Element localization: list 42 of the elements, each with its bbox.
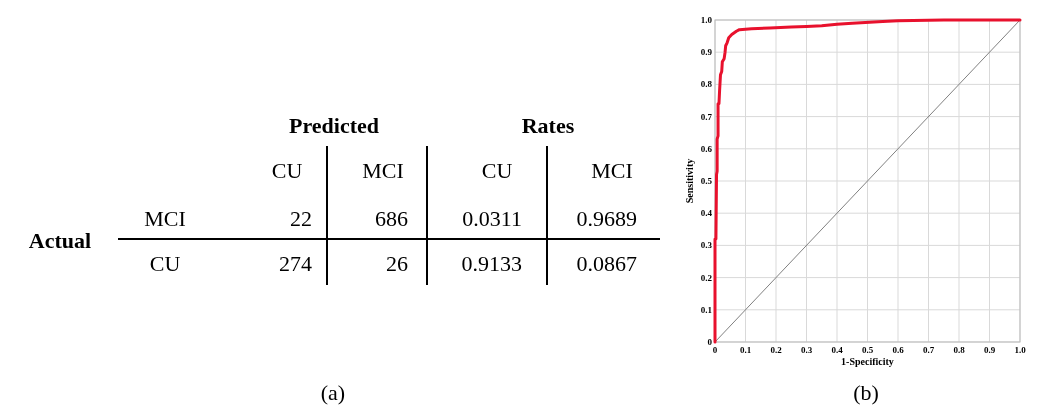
x-axis-title: 1-Specificity (841, 356, 894, 367)
text: 0.0311 (462, 206, 522, 231)
text: 22 (290, 206, 312, 231)
x-tick-label: 0.9 (983, 345, 996, 355)
y-tick-label: 0.4 (700, 208, 713, 219)
category-label: CU (149, 251, 181, 276)
y-tick-label: 0.7 (700, 111, 713, 122)
text: 0.9133 (461, 251, 522, 276)
y-tick-label: 0.1 (700, 304, 713, 315)
category-label: CU (271, 158, 303, 183)
x-tick-label: 1.0 (1014, 345, 1027, 355)
y-tick-label: 0.6 (700, 143, 713, 154)
category-label: MCI (362, 158, 404, 183)
y-tick-label: 0.2 (700, 272, 713, 283)
x-tick-label: 0.2 (770, 345, 783, 355)
y-tick-label: 0.9 (700, 47, 713, 58)
text: 0.0867 (576, 251, 637, 276)
text: 0.9689 (576, 206, 637, 231)
x-tick-label: 0.8 (953, 345, 966, 355)
x-tick-label: 0.7 (922, 345, 935, 355)
category-label: MCI (144, 206, 186, 231)
x-tick-label: 0.4 (831, 345, 844, 355)
y-tick-label: 1.0 (700, 15, 713, 25)
y-tick-label: 0.5 (700, 176, 713, 186)
text: Predicted (288, 113, 380, 138)
category-label: CU (481, 158, 513, 183)
y-axis-title: Sensitivity (684, 158, 695, 204)
text: (a) (320, 380, 346, 405)
y-tick-label: 0 (707, 337, 713, 347)
text: 26 (386, 251, 408, 276)
text: Actual (28, 228, 92, 253)
text: (b) (853, 380, 879, 405)
category-label: MCI (591, 158, 633, 183)
y-tick-label: 0.8 (700, 79, 713, 90)
x-tick-label: 0.3 (800, 345, 813, 355)
x-tick-label: 0.5 (861, 345, 874, 355)
text: 274 (279, 251, 312, 276)
x-tick-label: 0.1 (739, 345, 752, 355)
text: Rates (521, 113, 575, 138)
x-tick-label: 0.6 (892, 345, 905, 355)
text: 686 (375, 206, 408, 231)
y-tick-label: 0.3 (700, 240, 713, 251)
